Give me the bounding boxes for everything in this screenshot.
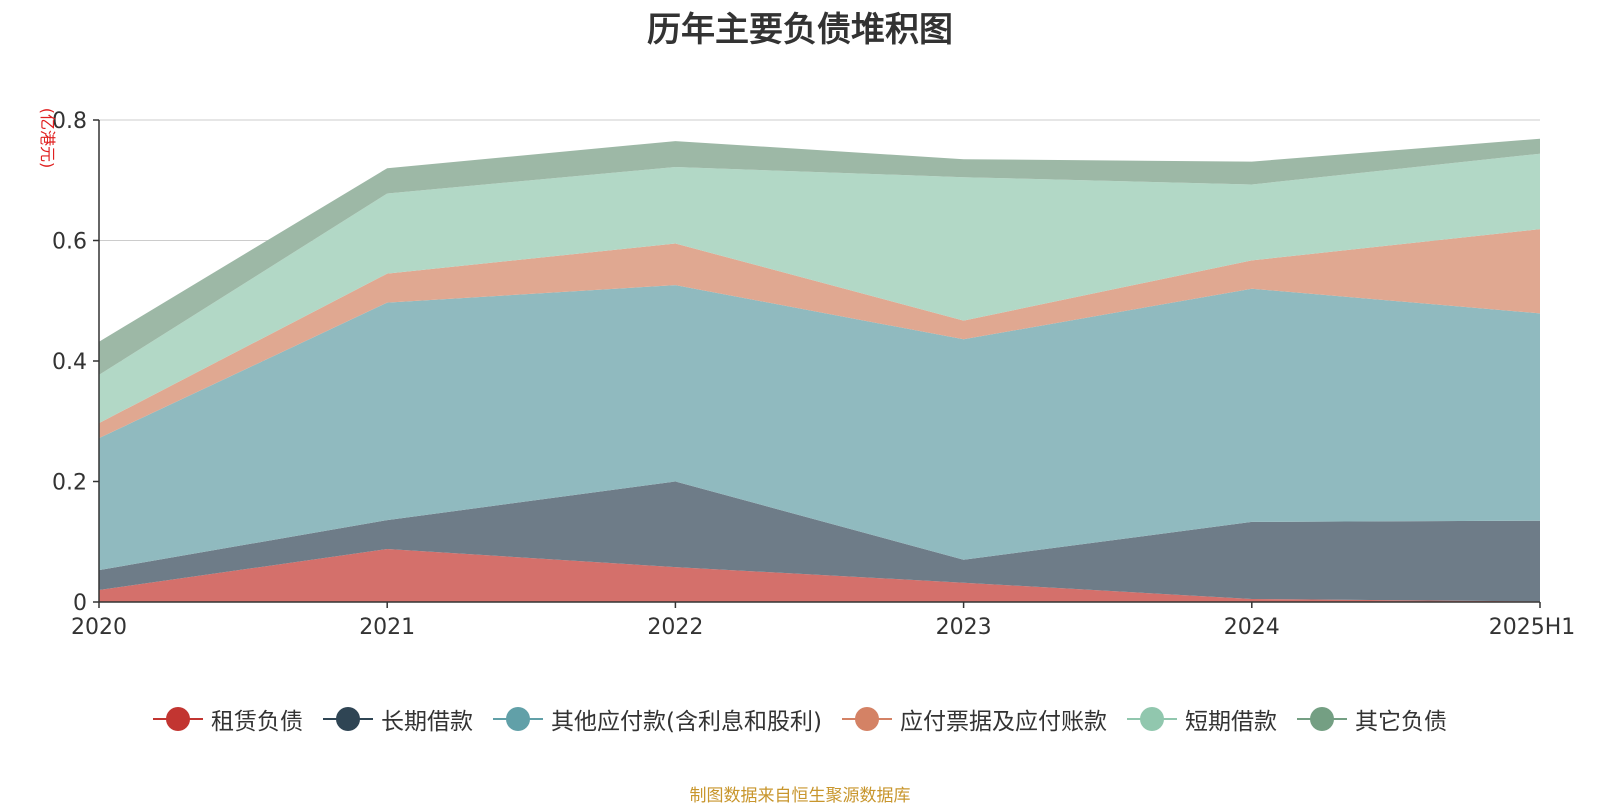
area-series-0: [99, 549, 1540, 602]
x-tick-label: 2021: [359, 615, 415, 640]
legend-dot: [854, 707, 879, 731]
legend-item[interactable]: 其它负债: [1296, 702, 1447, 736]
x-tick-label: 2020: [71, 615, 127, 640]
legend-label: 租赁负债: [211, 709, 304, 735]
legend-item[interactable]: 其他应付款(含利息和股利): [493, 702, 822, 736]
legend-item[interactable]: 应付票据及应付账款: [841, 702, 1107, 736]
legend-dot: [166, 707, 191, 731]
x-tick-label: 2023: [936, 615, 992, 640]
area-series-2: [99, 285, 1540, 571]
legend-item[interactable]: 租赁负债: [153, 702, 303, 736]
chart-canvas: 0 0.2 0.4 0.6 0.8 2020 2021 2022 2023 2024 2025H1 (…: [38, 108, 1576, 640]
y-tick-label: 0.2: [52, 471, 87, 496]
y-axis-label: (亿港元): [38, 108, 57, 169]
y-tick-label: 0.6: [52, 230, 87, 255]
x-tick-label: 2025H1: [1489, 615, 1576, 640]
area-series-5: [99, 138, 1540, 375]
legend-label: 其他应付款(含利息和股利): [551, 709, 822, 735]
legend-item[interactable]: 长期借款: [323, 702, 473, 736]
chart-title: 历年主要负债堆积图: [647, 10, 953, 50]
legend-label: 短期借款: [1184, 709, 1277, 735]
y-tick-label: 0.4: [52, 350, 87, 375]
y-tick-label: 0.8: [52, 109, 87, 134]
legend-marker-icon: [323, 707, 374, 731]
legend-marker-icon: [1296, 707, 1347, 731]
area-series-3: [99, 229, 1540, 439]
area-series-1: [99, 481, 1540, 602]
x-tick-label: 2024: [1224, 615, 1280, 640]
legend-label: 应付票据及应付账款: [899, 709, 1107, 735]
legend-dot: [1309, 707, 1334, 731]
legend-dot: [1139, 707, 1164, 731]
x-tick-label: 2022: [647, 615, 703, 640]
legend-marker-icon: [1126, 707, 1177, 731]
legend-marker-icon: [493, 707, 544, 731]
legend-item[interactable]: 短期借款: [1126, 702, 1277, 736]
data-source-note: 制图数据来自恒生聚源数据库: [689, 786, 911, 806]
legend-label: 其它负债: [1354, 709, 1447, 735]
legend: 租赁负债 长期借款 其他应付款(含利息和股利) 应付票据及应付账款 短期借款 其它负债: [0, 702, 1600, 736]
legend-label: 长期借款: [381, 709, 474, 735]
y-tick-label: 0: [73, 591, 87, 616]
area-series-4: [99, 153, 1540, 424]
legend-marker-icon: [153, 707, 204, 731]
legend-dot: [336, 707, 361, 731]
legend-marker-icon: [841, 707, 892, 731]
legend-dot: [506, 707, 531, 731]
